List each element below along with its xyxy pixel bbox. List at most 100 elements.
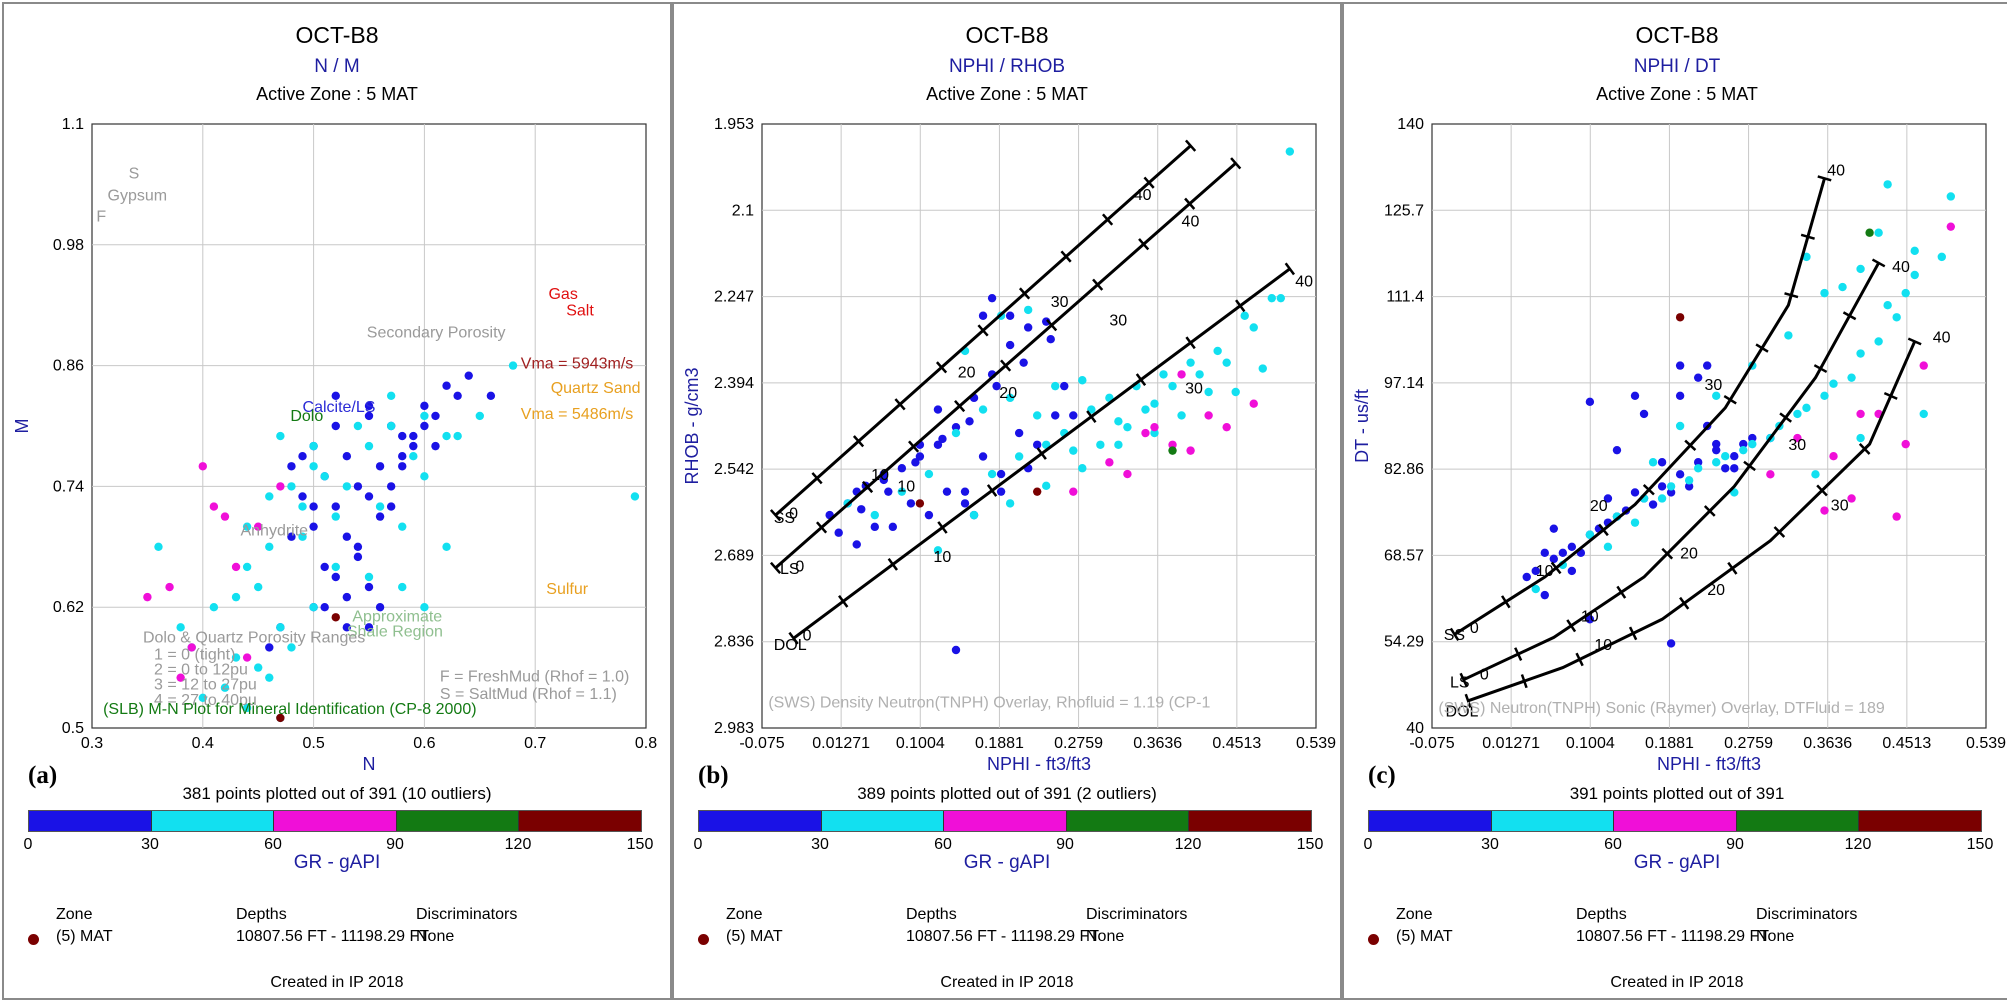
chart-annotation: 0 bbox=[1470, 620, 1479, 637]
y-tick-label: 54.29 bbox=[1384, 634, 1424, 651]
data-point bbox=[1712, 439, 1721, 449]
colorbar-tick: 90 bbox=[386, 836, 404, 853]
overlay-tick bbox=[811, 472, 823, 485]
data-point bbox=[1919, 361, 1928, 370]
x-axis-label: NPHI - ft3/ft3 bbox=[1657, 754, 1761, 774]
data-point bbox=[298, 452, 307, 461]
data-point bbox=[398, 582, 407, 592]
overlay-tick bbox=[986, 484, 998, 497]
chart-annotation: Calcite/LS bbox=[303, 399, 376, 416]
legend-disc: None bbox=[1756, 928, 1795, 945]
chart-annotation: 0 bbox=[1480, 667, 1489, 684]
y-tick-label: 2.836 bbox=[714, 634, 754, 651]
data-point bbox=[888, 522, 898, 532]
colorbar-tick: 30 bbox=[811, 836, 829, 853]
chart-annotation: 10 bbox=[1536, 563, 1554, 580]
zone-dot-icon bbox=[698, 934, 709, 945]
data-point bbox=[386, 391, 396, 400]
data-point bbox=[1919, 409, 1928, 419]
colorbar-segment bbox=[699, 811, 822, 831]
data-point bbox=[242, 703, 252, 713]
data-point bbox=[1666, 639, 1676, 648]
y-axis-label: DT - us/ft bbox=[1352, 389, 1372, 463]
colorbar-tick: 90 bbox=[1056, 836, 1074, 853]
colorbar-tick: 60 bbox=[264, 836, 282, 853]
chart-annotation: 30 bbox=[1185, 381, 1203, 398]
chart-annotation: S = SaltMud (Rhof = 1.1) bbox=[440, 686, 617, 703]
overlay-tick bbox=[1816, 484, 1828, 497]
data-point bbox=[1231, 387, 1240, 397]
active-zone: Active Zone : 5 MAT bbox=[1596, 84, 1758, 104]
data-point bbox=[287, 643, 296, 652]
data-point bbox=[1666, 482, 1676, 491]
chart-annotation: Gas bbox=[548, 286, 577, 303]
data-point bbox=[1267, 293, 1276, 303]
data-point bbox=[1847, 373, 1856, 382]
data-point bbox=[1748, 433, 1757, 443]
colorbar-segment bbox=[396, 811, 520, 831]
data-point bbox=[431, 441, 440, 451]
chart-svg-a: 0.3 0.4 0.5 0.6 0.7 0.8 0.5 0.62 0.74 0.86 0.98 1.1… bbox=[12, 116, 657, 774]
data-point bbox=[1730, 452, 1739, 461]
x-tick-label: 0.3 bbox=[81, 735, 103, 752]
data-point bbox=[996, 487, 1006, 496]
data-point bbox=[1141, 405, 1150, 414]
created-note: Created in IP 2018 bbox=[940, 974, 1074, 991]
colorbar-segment bbox=[1491, 811, 1615, 831]
data-point bbox=[342, 623, 352, 632]
overlay-tick bbox=[1907, 337, 1922, 346]
created-note: Created in IP 2018 bbox=[1610, 974, 1744, 991]
data-point bbox=[870, 510, 879, 520]
overlay-tick bbox=[862, 480, 874, 494]
chart-annotation: LS bbox=[1450, 675, 1470, 692]
data-point bbox=[442, 381, 451, 390]
active-zone: Active Zone : 5 MAT bbox=[256, 84, 418, 104]
overlay-tick bbox=[1755, 343, 1769, 353]
data-point bbox=[1087, 405, 1096, 414]
data-point bbox=[1078, 376, 1087, 385]
data-point bbox=[1684, 482, 1694, 491]
data-point bbox=[1766, 470, 1775, 479]
overlay-tick bbox=[1230, 157, 1242, 170]
y-tick-label: 68.57 bbox=[1384, 547, 1424, 564]
data-point bbox=[1141, 428, 1150, 438]
data-point bbox=[1204, 411, 1213, 420]
data-point bbox=[1829, 379, 1838, 388]
y-tick-label: 2.247 bbox=[714, 289, 754, 306]
legend-disc: None bbox=[416, 928, 455, 945]
data-point bbox=[1820, 391, 1829, 400]
data-point bbox=[309, 462, 318, 471]
data-point bbox=[1060, 381, 1069, 391]
points-count: 389 points plotted out of 391 (2 outlier… bbox=[857, 784, 1157, 803]
data-point bbox=[1123, 469, 1132, 479]
overlay-tick bbox=[1598, 523, 1609, 537]
y-tick-label: 0.62 bbox=[53, 599, 84, 616]
x-tick-label: 0.01271 bbox=[1482, 735, 1540, 752]
data-point bbox=[1892, 313, 1901, 322]
data-point bbox=[1874, 228, 1883, 237]
data-point bbox=[1069, 446, 1078, 455]
data-point bbox=[1177, 370, 1186, 379]
colorbar-segment bbox=[1189, 811, 1311, 831]
data-point bbox=[1531, 566, 1540, 576]
data-point bbox=[630, 492, 640, 501]
legend-depths: 10807.56 FT - 11198.29 FT bbox=[236, 928, 430, 945]
data-point bbox=[938, 434, 947, 444]
chart-annotation: 4 = 27 to 40pu bbox=[154, 692, 257, 709]
chart-annotation: 40 bbox=[1134, 187, 1152, 204]
chart-annotation: Sulfur bbox=[546, 581, 588, 598]
y-tick-label: 0.5 bbox=[62, 720, 84, 737]
data-point bbox=[969, 510, 979, 520]
overlay-tick bbox=[1679, 596, 1690, 610]
chart-annotation: DOL bbox=[1446, 704, 1479, 721]
legend-depths: 10807.56 FT - 11198.29 FT bbox=[1576, 928, 1770, 945]
data-point bbox=[906, 499, 916, 508]
data-point bbox=[1222, 422, 1231, 432]
overlay-tick bbox=[1842, 311, 1857, 321]
data-point bbox=[364, 623, 374, 632]
chart-annotation: 30 bbox=[1051, 294, 1069, 311]
overlay-tick bbox=[838, 594, 849, 608]
data-point bbox=[331, 613, 340, 622]
data-point bbox=[1820, 506, 1829, 515]
data-point bbox=[1856, 433, 1865, 443]
